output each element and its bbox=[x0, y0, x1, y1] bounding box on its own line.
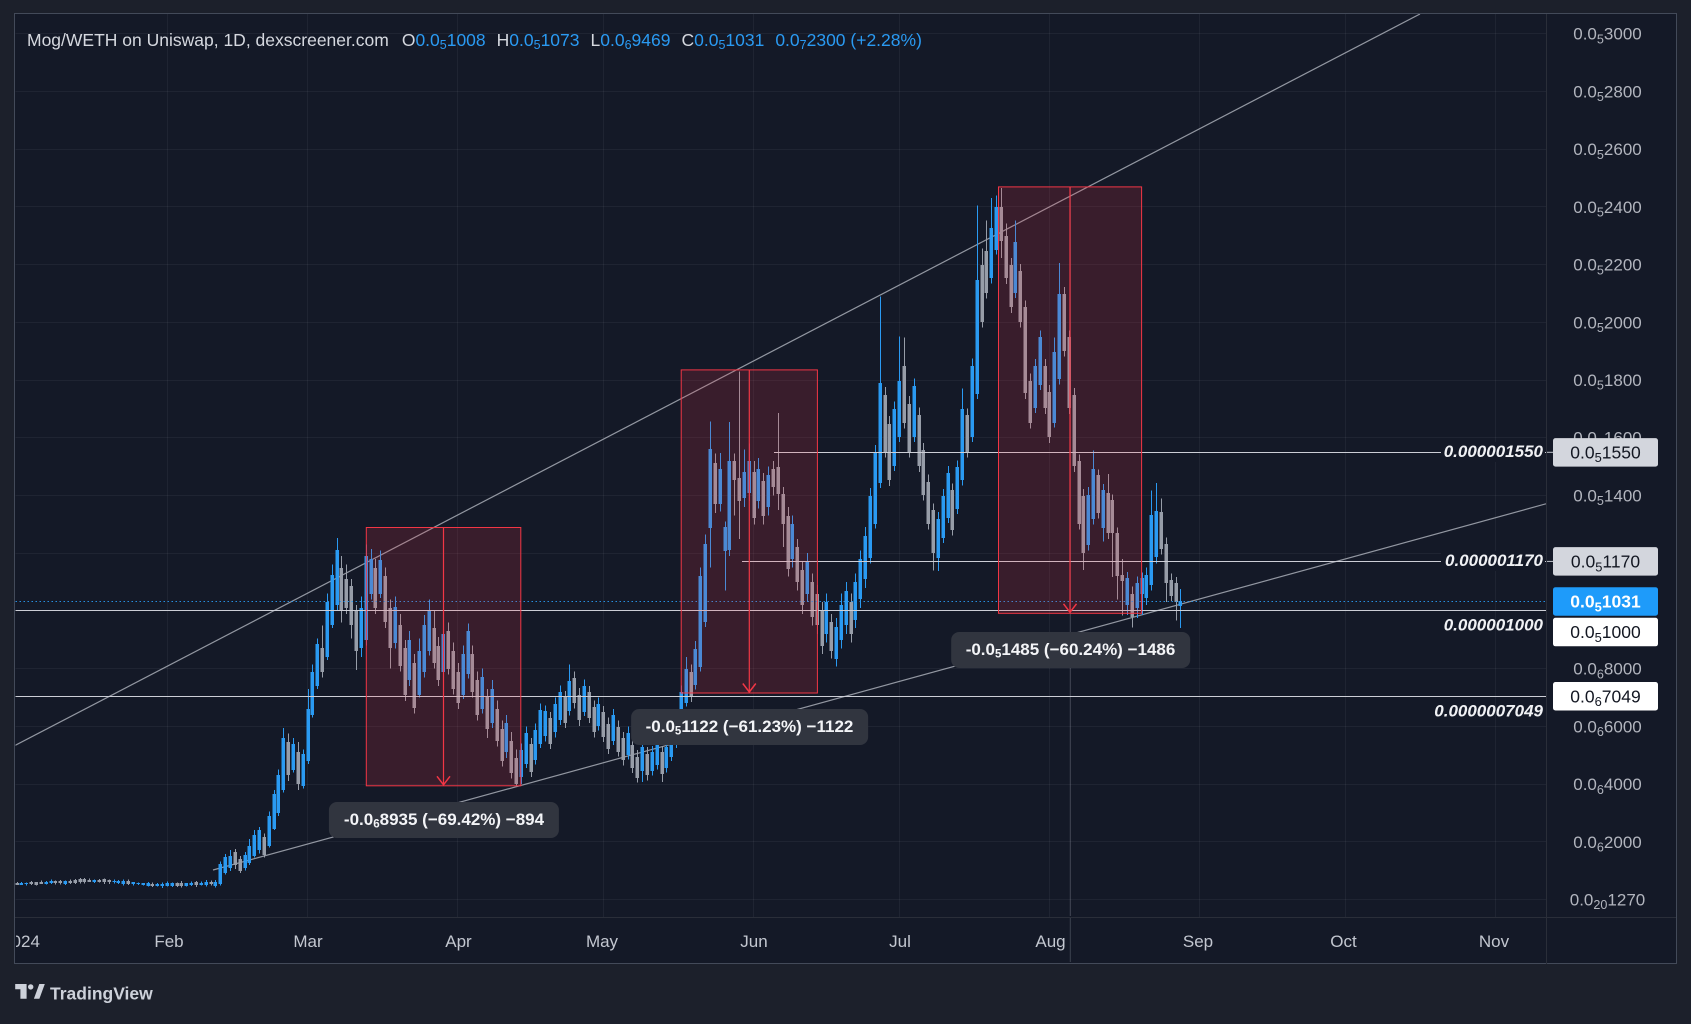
svg-text:Apr: Apr bbox=[445, 932, 472, 951]
svg-text:0.051800: 0.051800 bbox=[1573, 371, 1641, 393]
svg-text:0.000001170: 0.000001170 bbox=[1445, 551, 1544, 570]
svg-text:0.062000: 0.062000 bbox=[1573, 833, 1641, 855]
svg-text:Oct: Oct bbox=[1330, 932, 1357, 951]
svg-text:0.051031: 0.051031 bbox=[1570, 592, 1641, 615]
svg-text:0.0201270: 0.0201270 bbox=[1570, 891, 1645, 913]
svg-text:0.068000: 0.068000 bbox=[1573, 660, 1641, 682]
svg-text:0.052000: 0.052000 bbox=[1573, 313, 1641, 335]
svg-text:0.066000: 0.066000 bbox=[1573, 717, 1641, 739]
svg-text:0.053000: 0.053000 bbox=[1573, 25, 1641, 47]
svg-text:0.051170: 0.051170 bbox=[1571, 551, 1640, 574]
svg-text:Sep: Sep bbox=[1183, 932, 1213, 951]
svg-text:0.052400: 0.052400 bbox=[1573, 198, 1641, 220]
svg-text:0.052200: 0.052200 bbox=[1573, 256, 1641, 278]
svg-text:Jun: Jun bbox=[740, 932, 767, 951]
svg-text:May: May bbox=[586, 932, 619, 951]
svg-text:0.064000: 0.064000 bbox=[1573, 775, 1641, 797]
svg-text:0.000001550: 0.000001550 bbox=[1444, 442, 1544, 461]
svg-text:0.051550: 0.051550 bbox=[1570, 442, 1641, 465]
svg-text:Nov: Nov bbox=[1479, 932, 1510, 951]
svg-text:Aug: Aug bbox=[1035, 932, 1065, 951]
svg-text:2024: 2024 bbox=[2, 932, 40, 951]
svg-text:Feb: Feb bbox=[154, 932, 183, 951]
svg-text:0.052800: 0.052800 bbox=[1573, 82, 1641, 104]
svg-text:0.000001000: 0.000001000 bbox=[1444, 616, 1544, 635]
svg-text:0.051000: 0.051000 bbox=[1570, 622, 1641, 645]
svg-text:Jul: Jul bbox=[889, 932, 911, 951]
svg-text:0.051400: 0.051400 bbox=[1573, 487, 1641, 509]
svg-text:TradingView: TradingView bbox=[50, 984, 153, 1004]
svg-text:0.067049: 0.067049 bbox=[1570, 686, 1640, 709]
svg-text:0.0000007049: 0.0000007049 bbox=[1434, 702, 1543, 721]
svg-text:0.052600: 0.052600 bbox=[1573, 140, 1641, 162]
svg-text:Mar: Mar bbox=[293, 932, 323, 951]
